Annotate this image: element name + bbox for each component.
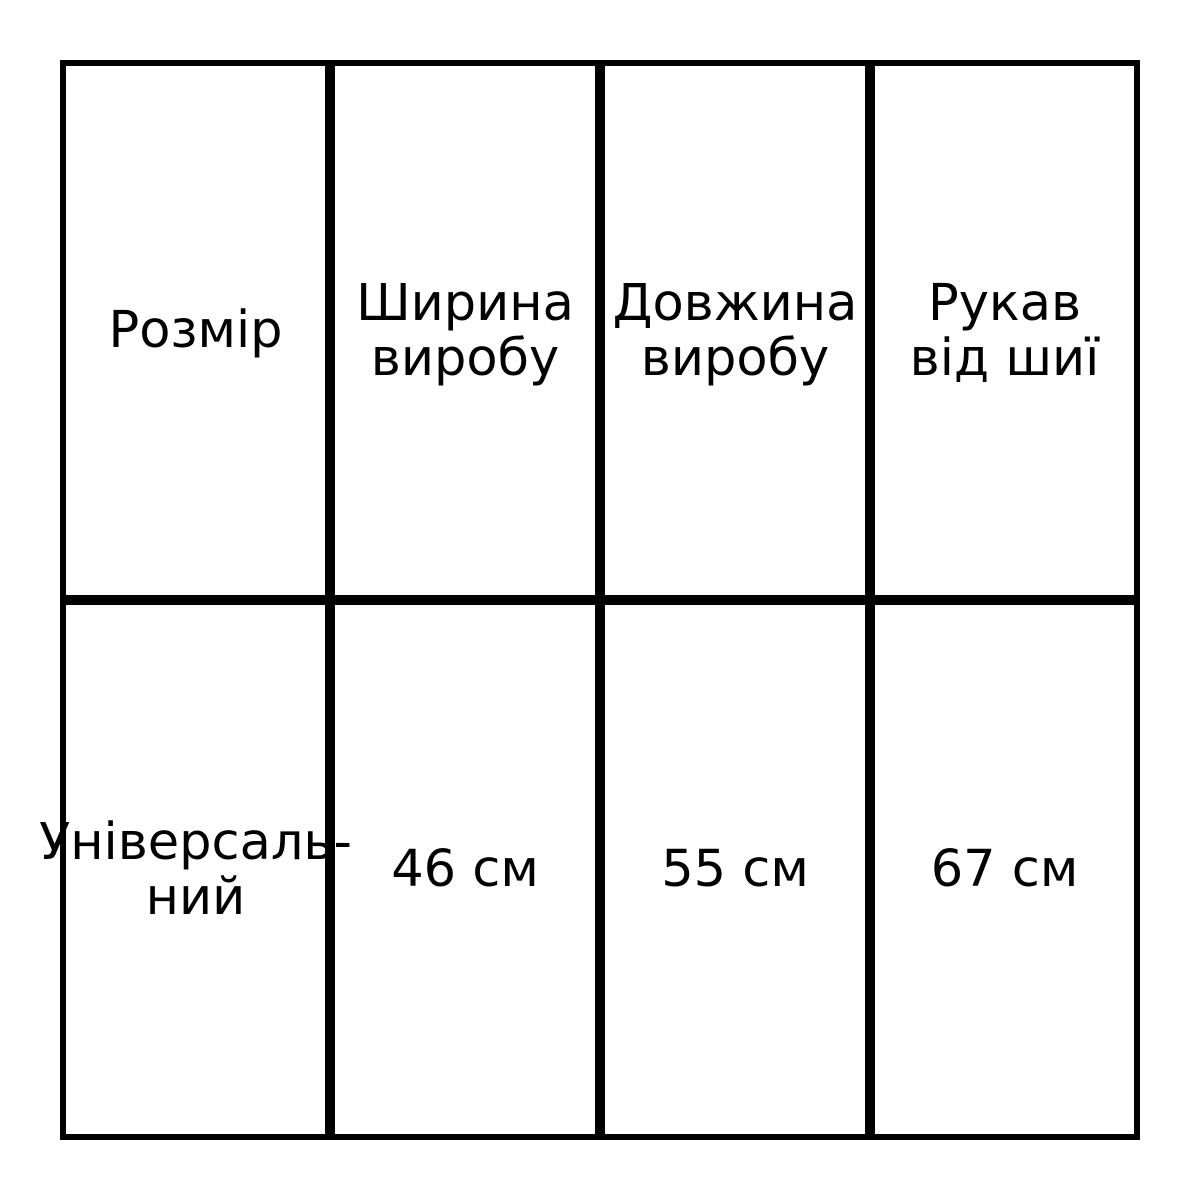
header-length: Довжина виробу — [612, 273, 858, 388]
cell-length: 55 см — [661, 840, 809, 899]
column-divider — [325, 60, 335, 1140]
header-width: Ширина виробу — [356, 273, 574, 388]
header-sleeve: Рукав від шиї — [909, 273, 1100, 388]
cell-sleeve: 67 см — [930, 840, 1079, 899]
cell-size: Універсаль- ний — [39, 812, 352, 927]
column-divider — [865, 60, 875, 1140]
cell-width: 46 см — [391, 840, 539, 899]
column-divider — [595, 60, 605, 1140]
header-size: Розмір — [108, 301, 283, 360]
